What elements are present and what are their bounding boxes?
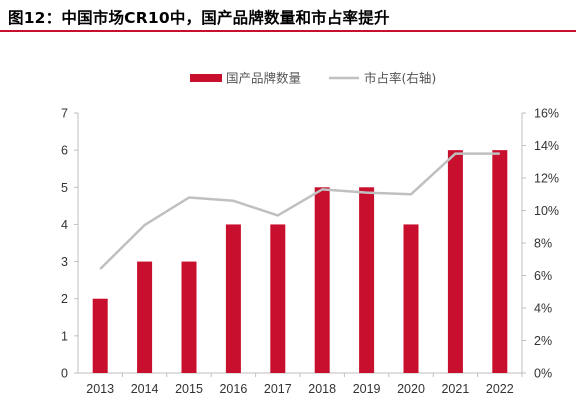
bar	[270, 224, 286, 373]
figure-title: 图12：中国市场CR10中，国产品牌数量和市占率提升	[8, 9, 390, 27]
bar	[314, 187, 330, 373]
x-tick-label: 2013	[86, 382, 114, 396]
title-rule	[0, 30, 576, 32]
left-tick-label: 6	[61, 144, 68, 158]
x-tick-label: 2021	[441, 382, 469, 396]
x-tick-label: 2018	[308, 382, 336, 396]
legend-label-bar: 国产品牌数量	[226, 71, 301, 86]
x-tick-label: 2015	[175, 382, 203, 396]
left-tick-label: 1	[61, 329, 68, 343]
x-tick-label: 2016	[219, 382, 247, 396]
legend-swatch-bar	[190, 74, 222, 82]
left-tick-label: 7	[61, 107, 68, 121]
bar	[92, 298, 108, 373]
share-line	[99, 152, 500, 270]
bar	[225, 224, 241, 373]
bar	[403, 224, 419, 373]
left-tick-label: 2	[61, 292, 68, 306]
bar	[447, 150, 463, 373]
x-tick-label: 2014	[131, 382, 159, 396]
bar	[492, 150, 508, 373]
left-tick-label: 5	[61, 181, 68, 195]
x-tick-label: 2022	[486, 382, 514, 396]
right-tick-label: 4%	[534, 302, 552, 316]
bar	[137, 261, 153, 373]
right-tick-label: 14%	[534, 139, 559, 153]
left-tick-label: 4	[61, 218, 68, 232]
right-tick-label: 0%	[534, 367, 552, 381]
bar	[359, 187, 375, 373]
legend-label-line: 市占率(右轴)	[364, 71, 436, 86]
right-tick-label: 2%	[534, 334, 552, 348]
left-tick-label: 3	[61, 255, 68, 269]
left-tick-label: 0	[61, 367, 68, 381]
right-tick-label: 16%	[534, 107, 559, 121]
x-tick-label: 2017	[264, 382, 292, 396]
right-tick-label: 6%	[534, 269, 552, 283]
x-tick-label: 2020	[397, 382, 425, 396]
right-tick-label: 12%	[534, 172, 559, 186]
right-tick-label: 10%	[534, 204, 559, 218]
x-tick-label: 2019	[353, 382, 381, 396]
right-tick-label: 8%	[534, 237, 552, 251]
bar	[181, 261, 197, 373]
